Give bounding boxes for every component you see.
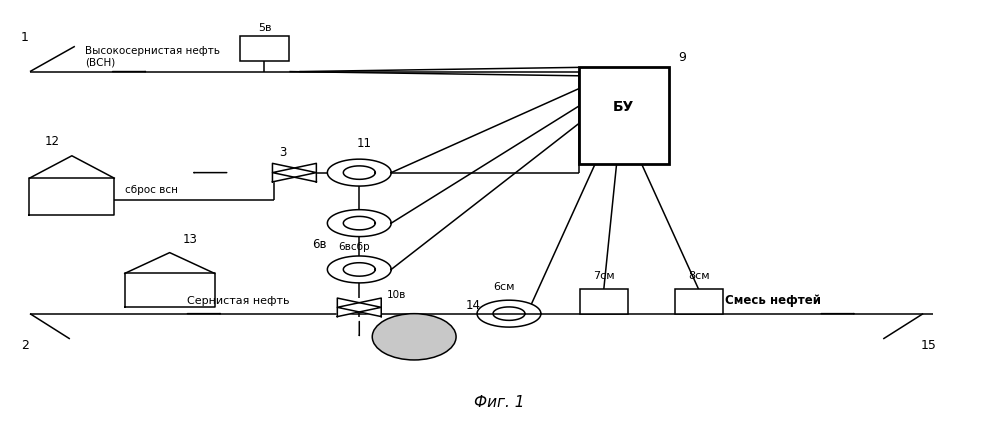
Polygon shape [272, 163, 316, 182]
Polygon shape [272, 163, 316, 182]
Text: 14: 14 [466, 299, 481, 312]
Text: 6в: 6в [312, 238, 326, 251]
Text: Высокосернистая нефть
(ВСН): Высокосернистая нефть (ВСН) [85, 46, 220, 67]
Text: 8см: 8см [688, 271, 710, 281]
Text: 12: 12 [44, 135, 60, 148]
Polygon shape [337, 298, 381, 317]
Text: 2: 2 [21, 339, 29, 352]
Text: сброс всн: сброс всн [125, 185, 178, 195]
Text: 11: 11 [356, 137, 372, 150]
Bar [675, 289, 723, 314]
Text: 7см: 7см [593, 271, 615, 281]
Text: 9: 9 [679, 51, 687, 64]
Ellipse shape [372, 314, 456, 360]
Bar [580, 289, 628, 314]
Text: 6см: 6см [493, 282, 515, 292]
Text: 5в: 5в [257, 23, 271, 33]
Bar [240, 36, 289, 61]
Text: 1: 1 [21, 31, 29, 44]
Text: Сернистая нефть: Сернистая нефть [187, 296, 289, 306]
Polygon shape [337, 298, 381, 317]
Text: 3: 3 [278, 146, 286, 159]
Text: Фиг. 1: Фиг. 1 [474, 395, 524, 410]
Text: 6всбр: 6всбр [338, 242, 370, 252]
Text: Смесь нефтей: Смесь нефтей [725, 294, 820, 307]
Bar [579, 67, 669, 164]
Text: 15: 15 [920, 339, 936, 352]
Text: БУ: БУ [613, 100, 635, 115]
Text: 13: 13 [183, 233, 197, 246]
Text: 10в: 10в [387, 290, 406, 300]
